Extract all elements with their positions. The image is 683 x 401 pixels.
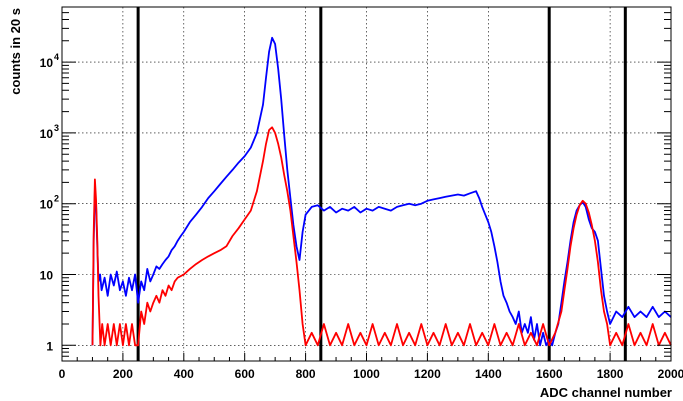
x-tick-label: 800 xyxy=(296,367,316,381)
x-tick-labels: 0 200 400 600 800 1000 1200 1400 1600 1800 2000 xyxy=(59,367,683,381)
y-tick-label: 10 xyxy=(40,198,54,212)
x-tick-label: 400 xyxy=(174,367,194,381)
x-tick-label: 1000 xyxy=(353,367,380,381)
x-tick-label: 1800 xyxy=(597,367,624,381)
y-tick-label: 1 xyxy=(46,339,53,353)
series-line xyxy=(91,36,672,347)
series-layer xyxy=(91,36,672,347)
grid-layer xyxy=(61,7,672,361)
axis-ticks xyxy=(61,6,672,362)
y-axis-title: counts in 20 s xyxy=(8,8,23,95)
y-tick-exponent: 2 xyxy=(54,194,59,204)
tick-marks xyxy=(61,6,672,362)
y-tick-label: 10 xyxy=(40,268,54,282)
vertical-markers xyxy=(136,7,627,361)
x-tick-label: 1400 xyxy=(475,367,502,381)
x-tick-label: 200 xyxy=(113,367,133,381)
x-tick-label: 2000 xyxy=(658,367,683,381)
y-tick-exponent: 4 xyxy=(54,52,59,62)
x-tick-label: 1600 xyxy=(536,367,563,381)
x-tick-label: 0 xyxy=(59,367,66,381)
y-tick-label: 10 xyxy=(40,127,54,141)
x-axis-title: ADC channel number xyxy=(540,385,672,400)
y-tick-label: 10 xyxy=(40,56,54,70)
x-tick-label: 600 xyxy=(235,367,255,381)
x-tick-label: 1200 xyxy=(414,367,441,381)
series-line xyxy=(91,126,672,347)
y-tick-exponent: 3 xyxy=(54,123,59,133)
